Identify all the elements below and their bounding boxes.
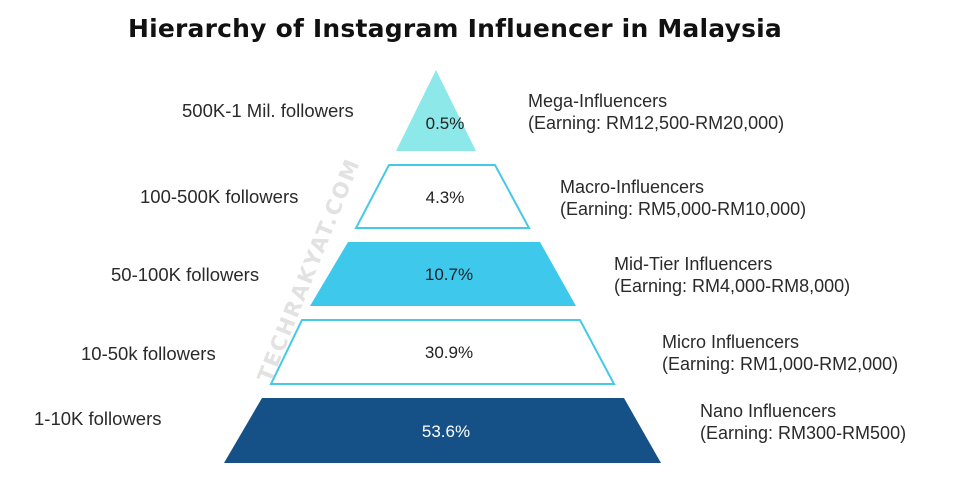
followers-label-mega: 500K-1 Mil. followers bbox=[182, 100, 354, 121]
pyramid-level-4-micro bbox=[269, 319, 616, 385]
tier-label-micro: Micro Influencers (Earning: RM1,000-RM2,… bbox=[662, 331, 898, 375]
page-title: Hierarchy of Instagram Influencer in Mal… bbox=[127, 14, 782, 43]
tier-label-macro: Macro-Influencers (Earning: RM5,000-RM10… bbox=[560, 176, 806, 220]
tier-label-midtier: Mid-Tier Influencers (Earning: RM4,000-R… bbox=[614, 253, 850, 297]
tier-earning-midtier: (Earning: RM4,000-RM8,000) bbox=[614, 276, 851, 296]
pyramid-level-1-mega bbox=[396, 70, 476, 151]
pyramid-level-5-nano bbox=[224, 398, 661, 463]
percent-label-mega: 0.5% bbox=[425, 114, 465, 133]
tier-earning-macro: (Earning: RM5,000-RM10,000) bbox=[560, 199, 807, 219]
tier-name-mega: Mega-Influencers bbox=[528, 91, 668, 111]
tier-name-micro: Micro Influencers bbox=[662, 332, 800, 352]
pyramid-level-3-midtier bbox=[310, 242, 576, 306]
tier-earning-micro: (Earning: RM1,000-RM2,000) bbox=[662, 354, 899, 374]
followers-label-nano: 1-10K followers bbox=[34, 408, 162, 429]
followers-label-midtier: 50-100K followers bbox=[111, 264, 260, 285]
followers-label-macro: 100-500K followers bbox=[140, 186, 299, 207]
pyramid-level-2-macro bbox=[354, 164, 531, 229]
tier-label-nano: Nano Influencers (Earning: RM300-RM500) bbox=[700, 400, 906, 444]
percent-label-macro: 4.3% bbox=[425, 188, 465, 207]
tier-name-macro: Macro-Influencers bbox=[560, 177, 705, 197]
percent-label-micro: 30.9% bbox=[424, 343, 474, 362]
followers-label-micro: 10-50k followers bbox=[81, 343, 216, 364]
tier-earning-nano: (Earning: RM300-RM500) bbox=[700, 423, 907, 443]
tier-name-nano: Nano Influencers bbox=[700, 401, 837, 421]
percent-label-nano: 53.6% bbox=[421, 422, 471, 441]
tier-earning-mega: (Earning: RM12,500-RM20,000) bbox=[528, 113, 785, 133]
tier-label-mega: Mega-Influencers (Earning: RM12,500-RM20… bbox=[528, 90, 784, 134]
percent-label-midtier: 10.7% bbox=[424, 265, 474, 284]
tier-name-midtier: Mid-Tier Influencers bbox=[614, 254, 773, 274]
